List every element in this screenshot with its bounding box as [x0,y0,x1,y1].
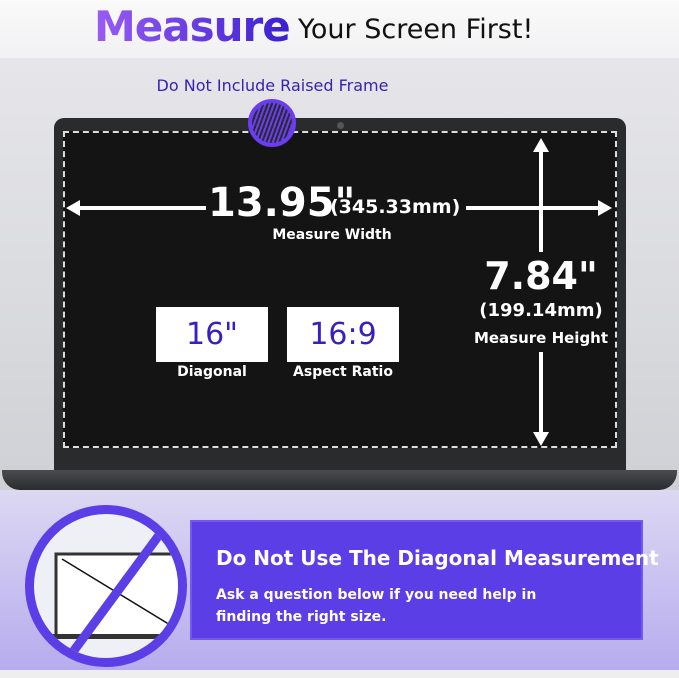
header: Measure Your Screen First! [0,0,679,58]
width-inches: 13.95" [208,180,356,226]
height-inches: 7.84" [484,254,598,298]
arrowhead-down-icon [533,432,549,446]
crossed-laptop-icon [46,514,178,658]
raised-frame-note: Do Not Include Raised Frame [156,76,389,95]
header-title: Your Screen First! [298,14,534,45]
arrowhead-up-icon [533,138,549,152]
diagonal-value: 16" [156,307,268,362]
width-arrow-right [466,206,602,210]
height-arrow-top [539,150,543,252]
height-label: Measure Height [473,329,609,347]
warning-body: Ask a question below if you need help in… [216,587,537,625]
webcam-icon [337,122,344,129]
arrowhead-right-icon [598,200,612,216]
width-label: Measure Width [272,227,392,243]
footer-strip [0,670,679,678]
header-highlight: Measure [94,2,291,51]
diagonal-label: Diagonal [177,364,247,380]
laptop-base [2,470,677,490]
aspect-ratio-value: 16:9 [287,307,399,362]
height-mm: (199.14mm) [479,300,603,321]
laptop-screen [63,131,617,448]
aspect-ratio-label: Aspect Ratio [293,364,393,380]
magnifier-icon [248,99,296,147]
warning-panel: Do Not Use The Diagonal Measurement Ask … [190,520,659,640]
arrowhead-left-icon [66,200,80,216]
height-arrow-bottom [539,352,543,434]
warning-title: Do Not Use The Diagonal Measurement [216,546,659,570]
no-diagonal-icon [25,505,187,667]
width-mm: (345.33mm) [330,196,461,218]
width-arrow-left [76,206,206,210]
